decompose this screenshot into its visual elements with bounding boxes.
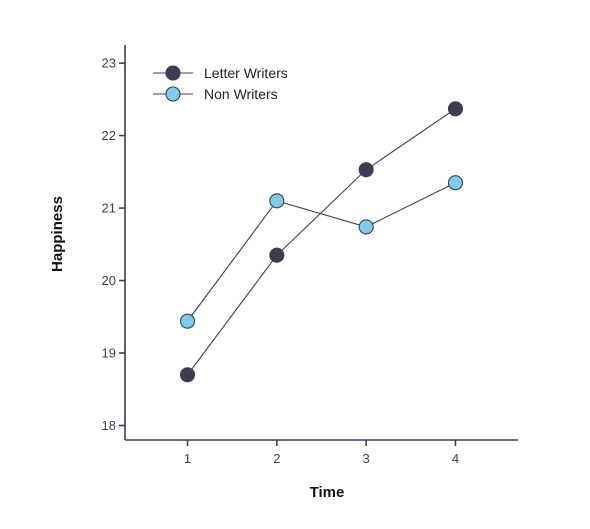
y-tick-label: 19 (102, 346, 116, 361)
x-tick-label: 3 (363, 451, 370, 466)
x-tick-label: 2 (273, 451, 280, 466)
series-2-point (447, 175, 464, 191)
y-axis-title: Happiness (49, 196, 66, 272)
legend: Letter Writers Non Writers (153, 65, 288, 102)
legend-marker (165, 86, 181, 102)
legend-label: Non Writers (204, 86, 278, 102)
series-2-point (358, 219, 374, 235)
legend-marker (165, 65, 181, 81)
legend-label: Letter Writers (204, 65, 288, 81)
y-tick-label: 23 (102, 56, 116, 71)
series-line-1 (187, 108, 456, 376)
x-ticks: 1 2 3 4 (184, 440, 459, 466)
x-tick-label: 1 (184, 451, 191, 466)
y-tick-label: 18 (102, 418, 116, 433)
series-2-point (269, 193, 285, 209)
series-1-point (179, 367, 196, 383)
y-tick-label: 20 (102, 273, 116, 288)
series-line-2 (187, 182, 456, 322)
x-tick-label: 4 (452, 451, 459, 466)
series-1-point (269, 247, 285, 263)
y-ticks: 18 19 20 21 22 23 (102, 56, 125, 433)
series-1-point (447, 101, 464, 117)
series-1-point (358, 162, 374, 178)
y-tick-label: 21 (102, 201, 116, 216)
axes (124, 45, 518, 441)
series-layer (179, 101, 464, 383)
y-tick-label: 22 (102, 128, 116, 143)
x-axis-title: Time (310, 484, 345, 501)
series-2-point (179, 313, 196, 329)
